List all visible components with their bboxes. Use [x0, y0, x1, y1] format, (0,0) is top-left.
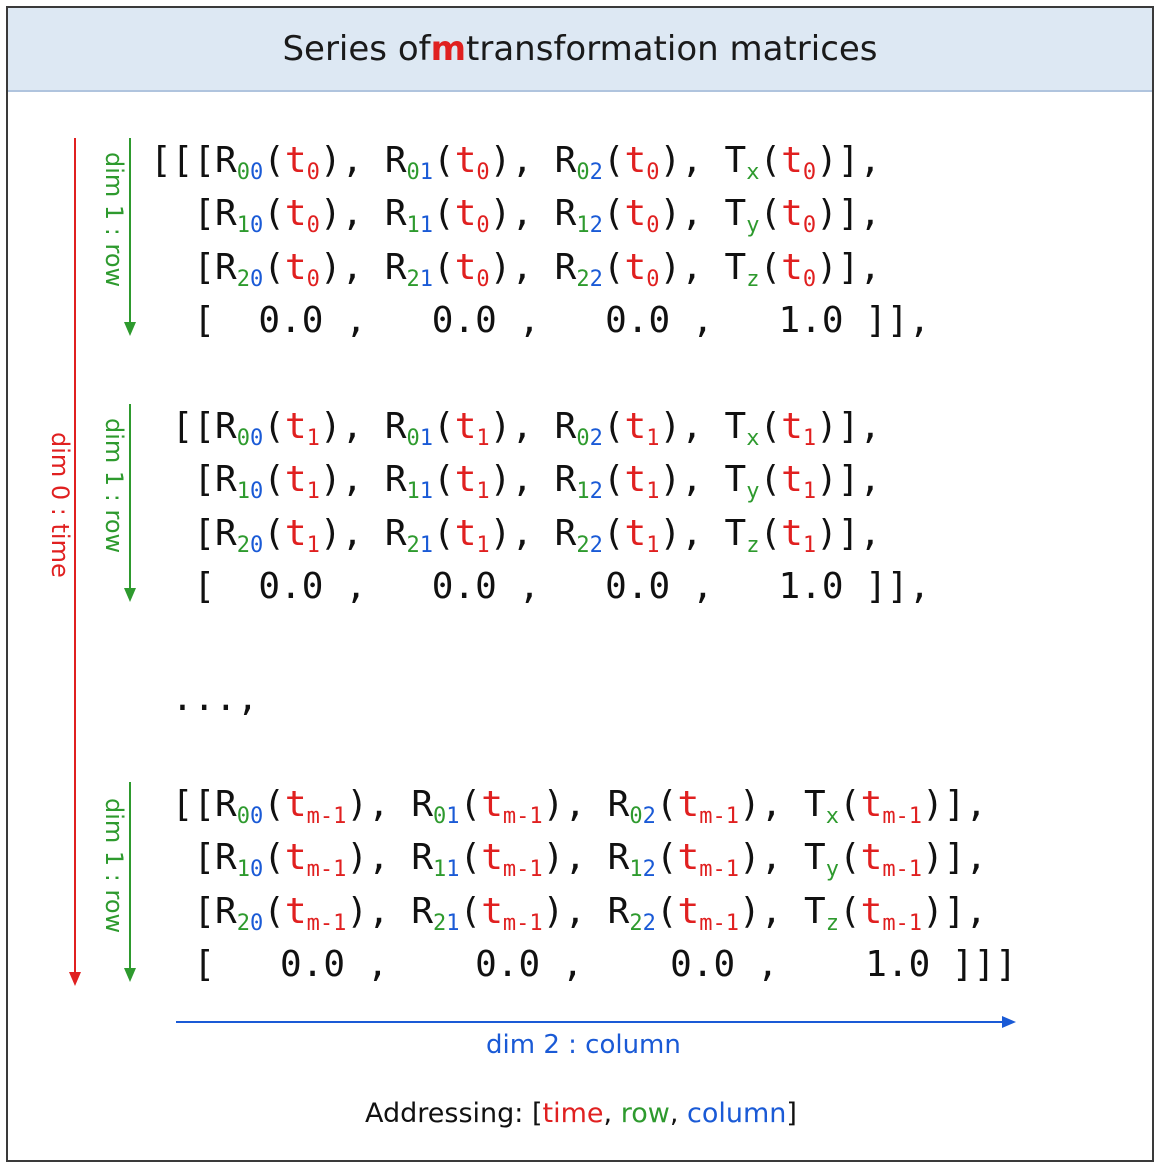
addressing-caption: Addressing: [time, row, column]	[0, 1098, 1162, 1129]
matrix-row: [[[R00(t0), R01(t0), R02(t0), Tx(t0)],	[150, 140, 882, 185]
matrix-row: [[R00(tm-1), R01(tm-1), R02(tm-1), Tx(tm…	[150, 784, 988, 829]
title-suffix: transformation matrices	[466, 29, 878, 69]
dim1-arrowhead-3	[124, 968, 136, 982]
dim1-label-2: dim 1 : row	[100, 418, 128, 554]
matrix-row: [R10(tm-1), R11(tm-1), R12(tm-1), Ty(tm-…	[150, 837, 988, 883]
addressing-column: column	[687, 1098, 787, 1129]
matrix-row: [R20(t1), R21(t1), R22(t1), Tz(t1)],	[150, 512, 882, 558]
title-highlight: m	[430, 29, 467, 69]
matrix-row: [[R00(t1), R01(t1), R02(t1), Tx(t1)],	[150, 406, 882, 451]
matrix-row: [R10(t0), R11(t0), R12(t0), Ty(t0)],	[150, 193, 882, 239]
addressing-suffix: ]	[786, 1098, 797, 1129]
dim1-arrowhead-2	[124, 588, 136, 602]
figure-frame: Series of m transformation matrices	[6, 6, 1154, 1162]
title-bar: Series of m transformation matrices	[8, 8, 1152, 92]
matrix-row-homogeneous: [ 0.0 , 0.0 , 0.0 , 1.0 ]],	[150, 299, 931, 341]
matrix-block-tm1: [[R00(tm-1), R01(tm-1), R02(tm-1), Tx(tm…	[150, 778, 1017, 991]
addressing-prefix: Addressing: [	[365, 1098, 543, 1129]
addressing-time: time	[542, 1098, 604, 1129]
addressing-sep2: ,	[669, 1098, 687, 1129]
matrix-row-homogeneous: [ 0.0 , 0.0 , 0.0 , 1.0 ]],	[150, 565, 931, 607]
matrix-row: [R20(t0), R21(t0), R22(t0), Tz(t0)],	[150, 246, 882, 292]
matrix-row: [R10(t1), R11(t1), R12(t1), Ty(t1)],	[150, 459, 882, 505]
matrix-row-homogeneous: [ 0.0 , 0.0 , 0.0 , 1.0 ]]]	[150, 943, 1017, 985]
title-prefix: Series of	[282, 29, 431, 69]
dim0-arrowhead	[69, 972, 81, 986]
matrix-row: [R20(tm-1), R21(tm-1), R22(tm-1), Tz(tm-…	[150, 890, 988, 936]
dim1-label-1: dim 1 : row	[100, 152, 128, 288]
dim2-label: dim 2 : column	[486, 1030, 681, 1060]
dim0-label: dim 0 : time	[46, 432, 74, 578]
addressing-sep1: ,	[603, 1098, 621, 1129]
ellipsis-line: ...,	[150, 678, 259, 719]
matrix-block-t1: [[R00(t1), R01(t1), R02(t1), Tx(t1)], [R…	[150, 400, 931, 613]
dim2-arrowhead	[1002, 1016, 1016, 1028]
addressing-row: row	[620, 1098, 670, 1129]
matrix-block-t0: [[[R00(t0), R01(t0), R02(t0), Tx(t0)], […	[150, 134, 930, 347]
dim1-label-3: dim 1 : row	[100, 798, 128, 934]
dim1-arrowhead-1	[124, 322, 136, 336]
